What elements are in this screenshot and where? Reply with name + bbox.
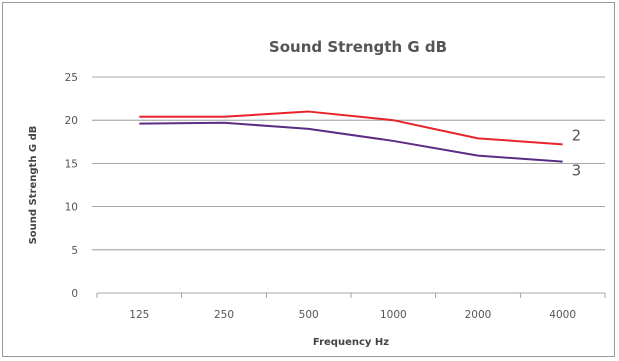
- x-tick-labels: 125 250 500 1000 2000 4000: [129, 309, 576, 321]
- x-tick-label: 2000: [465, 309, 492, 321]
- x-axis-title: Frequency Hz: [313, 337, 389, 348]
- x-tick-label: 1000: [380, 309, 407, 321]
- y-axis-title: Sound Strength G dB: [28, 126, 39, 245]
- chart-title: Sound Strength G dB: [269, 38, 447, 56]
- y-tick-label: 20: [65, 115, 78, 127]
- series-lines: [139, 110, 563, 163]
- series-label-2: 2: [572, 126, 582, 144]
- y-tick-label: 10: [65, 202, 78, 214]
- series-labels: 23: [572, 126, 582, 179]
- y-tick-labels: 0 5 10 15 20 25: [65, 72, 78, 300]
- y-tick-label: 0: [71, 288, 78, 300]
- y-tick-label: 15: [65, 158, 78, 170]
- axes: [96, 292, 606, 298]
- series-line-2: [139, 110, 563, 146]
- gridlines: [92, 76, 605, 251]
- x-tick-label: 500: [299, 309, 319, 321]
- y-tick-label: 25: [65, 72, 78, 84]
- x-tick-label: 250: [214, 309, 234, 321]
- chart-frame: [2, 2, 615, 357]
- y-tick-label: 5: [71, 245, 78, 257]
- x-tick-label: 4000: [549, 309, 576, 321]
- series-line-3: [139, 121, 563, 163]
- x-tick-label: 125: [129, 309, 149, 321]
- series-label-3: 3: [572, 162, 582, 180]
